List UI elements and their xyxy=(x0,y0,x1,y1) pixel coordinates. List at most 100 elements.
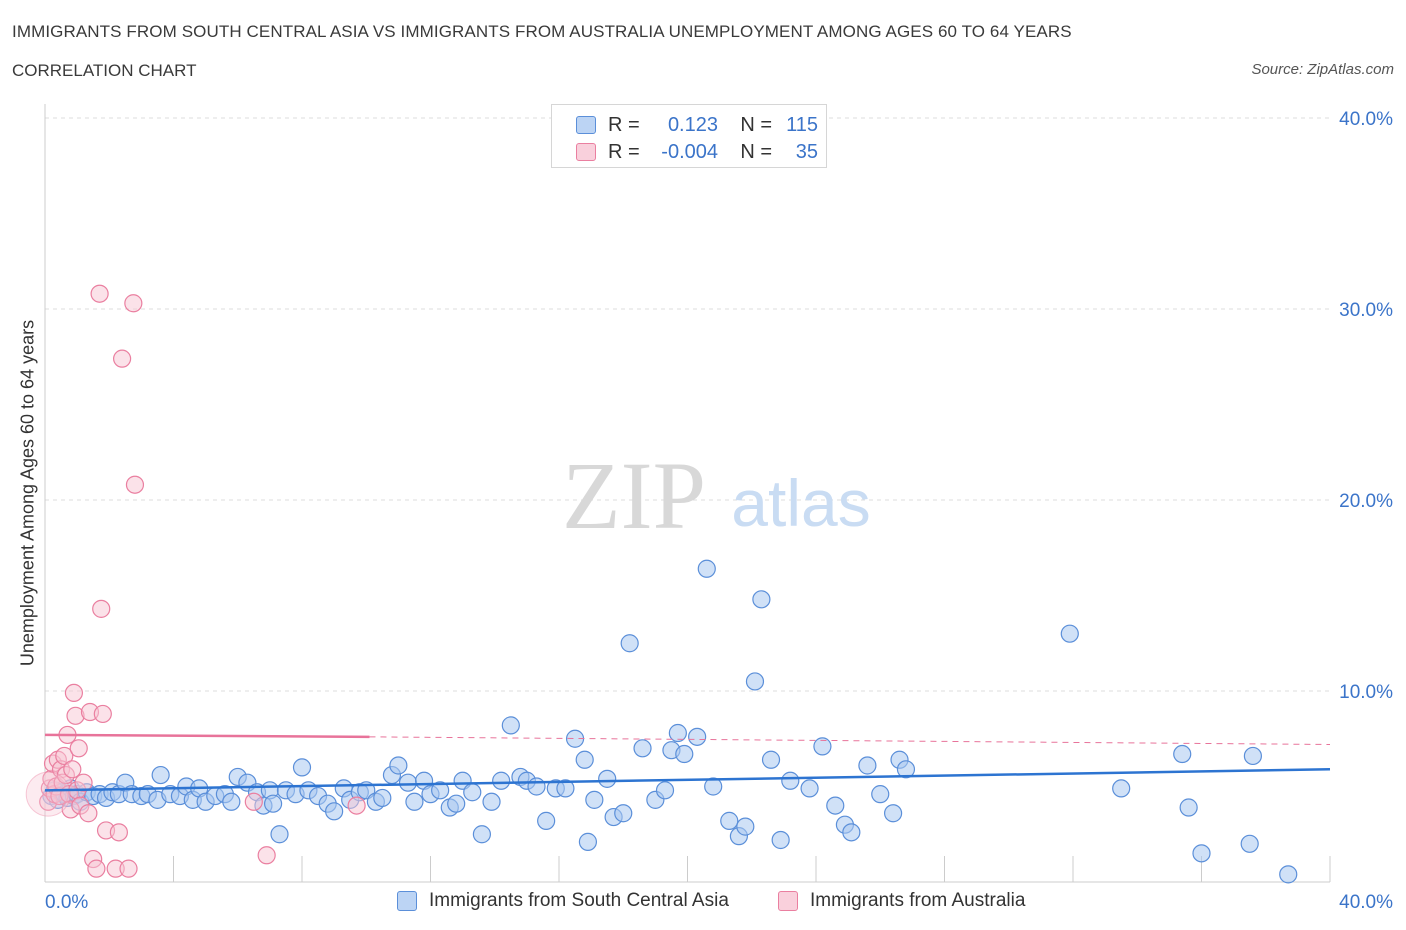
point-south-central-asia-62[interactable] xyxy=(492,771,511,790)
point-south-central-asia-91[interactable] xyxy=(752,590,771,609)
point-australia-35[interactable] xyxy=(125,475,145,494)
point-australia-32[interactable] xyxy=(112,349,132,368)
point-australia-31[interactable] xyxy=(109,823,128,842)
point-australia-15[interactable] xyxy=(63,760,82,779)
point-south-central-asia-92[interactable] xyxy=(761,750,781,769)
point-south-central-asia-87[interactable] xyxy=(720,811,739,830)
point-south-central-asia-111[interactable] xyxy=(1243,746,1263,766)
point-south-central-asia-49[interactable] xyxy=(373,788,392,808)
bottom-legend-swatch-pink xyxy=(778,891,798,911)
legend-row-australia: R = -0.004 N = 35 xyxy=(576,140,818,164)
point-south-central-asia-84[interactable] xyxy=(688,727,707,746)
point-south-central-asia-69[interactable] xyxy=(556,779,575,798)
point-south-central-asia-90[interactable] xyxy=(745,672,765,691)
trend-line-south-central-asia xyxy=(44,768,1331,792)
x-tick-label-max: 40.0% xyxy=(1339,892,1393,913)
point-south-central-asia-93[interactable] xyxy=(771,830,790,850)
point-south-central-asia-114[interactable] xyxy=(263,794,283,813)
point-australia-22[interactable] xyxy=(79,804,98,823)
point-south-central-asia-109[interactable] xyxy=(1192,844,1211,863)
point-south-central-asia-96[interactable] xyxy=(813,737,832,756)
point-south-central-asia-71[interactable] xyxy=(575,750,594,769)
point-south-central-asia-95[interactable] xyxy=(800,779,819,798)
point-australia-cluster[interactable] xyxy=(25,771,71,817)
point-australia-26[interactable] xyxy=(90,284,109,303)
bottom-legend-item-south-central-asia[interactable]: Immigrants from South Central Asia xyxy=(397,890,729,912)
point-south-central-asia-76[interactable] xyxy=(614,804,633,823)
point-south-central-asia-99[interactable] xyxy=(842,823,861,842)
point-south-central-asia-73[interactable] xyxy=(585,790,604,809)
point-south-central-asia-112[interactable] xyxy=(1279,865,1298,884)
point-south-central-asia-104[interactable] xyxy=(896,760,916,779)
point-australia-19[interactable] xyxy=(69,739,88,758)
point-south-central-asia-60[interactable] xyxy=(472,825,491,844)
axis-layer xyxy=(44,104,1331,883)
legend-n-label: N = xyxy=(740,140,772,163)
point-south-central-asia-82[interactable] xyxy=(668,723,687,743)
point-south-central-asia-43[interactable] xyxy=(325,802,344,821)
legend-r-value: -0.004 xyxy=(661,140,718,163)
point-south-central-asia-30[interactable] xyxy=(222,792,241,811)
point-south-central-asia-74[interactable] xyxy=(598,769,617,788)
source-credit: Source: ZipAtlas.com xyxy=(1251,61,1394,78)
legend-r-label: R = xyxy=(608,113,640,136)
bottom-legend-label: Immigrants from Australia xyxy=(810,890,1026,911)
trend-line-australia-extension xyxy=(369,736,1331,745)
point-south-central-asia-63[interactable] xyxy=(501,716,520,735)
point-australia-34[interactable] xyxy=(124,294,143,313)
point-south-central-asia-108[interactable] xyxy=(1179,798,1198,817)
point-australia-27[interactable] xyxy=(92,599,111,618)
point-south-central-asia-52[interactable] xyxy=(398,773,418,792)
point-south-central-asia-105[interactable] xyxy=(1060,624,1079,643)
point-australia-37[interactable] xyxy=(347,796,366,815)
point-australia-10[interactable] xyxy=(55,746,74,766)
point-south-central-asia-80[interactable] xyxy=(655,781,675,800)
point-south-central-asia-107[interactable] xyxy=(1173,744,1192,764)
point-south-central-asia-61[interactable] xyxy=(482,792,501,811)
point-south-central-asia-59[interactable] xyxy=(463,783,482,802)
point-south-central-asia-101[interactable] xyxy=(871,785,890,804)
watermark-atlas: atlas xyxy=(731,466,870,540)
point-south-central-asia-78[interactable] xyxy=(633,739,652,758)
point-south-central-asia-72[interactable] xyxy=(578,832,598,851)
y-tick-label-0: 10.0% xyxy=(1339,682,1393,703)
point-australia-25[interactable] xyxy=(87,859,106,878)
point-south-central-asia-56[interactable] xyxy=(431,781,450,800)
chart-subtitle: CORRELATION CHART xyxy=(12,61,197,80)
point-south-central-asia-110[interactable] xyxy=(1240,834,1259,853)
point-south-central-asia-102[interactable] xyxy=(883,804,903,823)
point-south-central-asia-83[interactable] xyxy=(675,744,694,764)
point-australia-33[interactable] xyxy=(119,859,138,878)
watermark: ZIP atlas xyxy=(562,442,871,549)
bottom-legend-label: Immigrants from South Central Asia xyxy=(429,890,729,911)
point-south-central-asia-106[interactable] xyxy=(1112,779,1131,798)
point-south-central-asia-85[interactable] xyxy=(697,559,716,578)
point-south-central-asia-21[interactable] xyxy=(151,765,170,785)
point-south-central-asia-97[interactable] xyxy=(826,796,845,815)
point-south-central-asia-53[interactable] xyxy=(405,792,424,811)
point-south-central-asia-89[interactable] xyxy=(736,817,755,836)
point-australia-36[interactable] xyxy=(257,846,276,865)
point-south-central-asia-113[interactable] xyxy=(447,794,466,813)
bottom-legend-item-australia[interactable]: Immigrants from Australia xyxy=(778,890,1025,912)
point-south-central-asia-100[interactable] xyxy=(858,756,877,775)
point-australia-28[interactable] xyxy=(93,704,112,724)
point-south-central-asia-39[interactable] xyxy=(292,758,312,777)
point-south-central-asia-94[interactable] xyxy=(781,771,800,790)
point-south-central-asia-51[interactable] xyxy=(389,756,408,775)
point-australia-38[interactable] xyxy=(244,792,263,811)
watermark-zip: ZIP xyxy=(562,442,706,549)
point-australia-16[interactable] xyxy=(64,683,84,703)
point-south-central-asia-67[interactable] xyxy=(537,811,556,830)
y-tick-label-1: 20.0% xyxy=(1339,491,1393,512)
point-south-central-asia-77[interactable] xyxy=(620,634,639,653)
point-south-central-asia-66[interactable] xyxy=(527,777,546,796)
point-australia-21[interactable] xyxy=(74,773,93,792)
point-south-central-asia-36[interactable] xyxy=(270,825,289,844)
y-axis-label: Unemployment Among Ages 60 to 64 years xyxy=(17,319,38,667)
legend-n-value: 115 xyxy=(786,113,818,136)
legend-r-value: 0.123 xyxy=(667,113,718,136)
legend-r-label: R = xyxy=(608,140,640,163)
point-south-central-asia-86[interactable] xyxy=(704,777,723,796)
